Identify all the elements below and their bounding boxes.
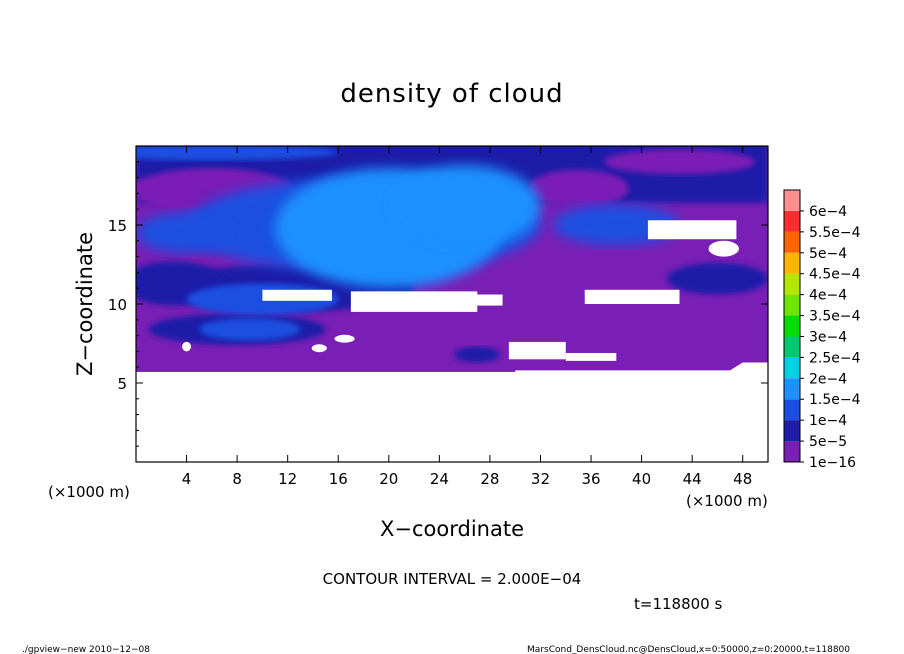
cloud-pocket	[527, 169, 629, 208]
colorbar-swatch	[784, 378, 800, 400]
colorbar-swatch	[784, 231, 800, 253]
y-tick-label: 15	[108, 217, 127, 235]
x-tick-label: 16	[329, 470, 348, 488]
cloud-gap	[508, 341, 566, 360]
colorbar-label: 1e−16	[809, 455, 856, 471]
cloud-core	[136, 146, 339, 161]
cloud-gap	[262, 289, 332, 301]
x-tick-label: 20	[379, 470, 398, 488]
colorbar-swatch	[784, 315, 800, 337]
cloud-mid-blob	[454, 346, 501, 363]
cloud-pocket	[603, 149, 756, 175]
chart-title: density of cloud	[340, 79, 563, 109]
y-axis: 5 10 15	[108, 161, 768, 447]
y-tick-label: 5	[117, 375, 127, 393]
colorbar-label: 1e−4	[809, 413, 847, 429]
x-tick-label: 48	[733, 470, 752, 488]
x-tick-label: 12	[278, 470, 297, 488]
x-tick-label: 24	[430, 470, 449, 488]
y-axis-unit: (×1000 m)	[48, 483, 130, 501]
cloud-edge	[136, 362, 768, 377]
cloud-gap	[182, 341, 191, 352]
colorbar-label: 2e−4	[809, 371, 847, 387]
contour-interval: CONTOUR INTERVAL = 2.000E−04	[323, 570, 582, 588]
colorbar-label: 5.5e−4	[809, 225, 861, 241]
colorbar-label: 3.5e−4	[809, 309, 861, 325]
x-axis-label: X−coordinate	[380, 517, 524, 541]
footer-right: MarsCond_DensCloud.nc@DensCloud,x=0:5000…	[527, 645, 850, 654]
colorbar-label: 5e−4	[809, 246, 847, 262]
cloud-gap	[334, 334, 355, 343]
x-tick-label: 8	[232, 470, 242, 488]
colorbar-swatch	[784, 357, 800, 379]
x-axis: 4 8 12 16 20 24 28 32 36 40 44 48	[182, 146, 752, 488]
colorbar-swatch	[784, 420, 800, 442]
y-tick-label: 10	[108, 296, 127, 314]
cloud-gap	[414, 294, 503, 306]
colorbar-label: 4.5e−4	[809, 267, 861, 283]
y-axis-label: Z−coordinate	[73, 232, 97, 376]
footer-left: ./gpview−new 2010−12−08	[22, 645, 150, 654]
colorbar-label: 5e−5	[809, 434, 847, 450]
colorbar: 1e−16 5e−5 1e−4 1.5e−4 2e−4 2.5e−4 3e−4 3.5e−4 4…	[783, 189, 861, 471]
colorbar-label: 1.5e−4	[809, 392, 861, 408]
colorbar-swatch	[784, 273, 800, 295]
no-cloud-region	[136, 373, 768, 462]
cloud-gap	[708, 240, 739, 257]
cloud-core-bright	[388, 164, 541, 248]
x-tick-label: 44	[683, 470, 702, 488]
cloud-gap	[311, 344, 327, 353]
cloud-mid-blob	[666, 262, 768, 295]
x-axis-unit: (×1000 m)	[686, 492, 768, 510]
colorbar-swatch	[784, 336, 800, 358]
x-tick-label: 36	[581, 470, 600, 488]
colorbar-swatch	[784, 294, 800, 316]
time-label: t=118800 s	[634, 595, 722, 613]
colorbar-swatch	[784, 190, 800, 211]
x-tick-label: 40	[632, 470, 651, 488]
cloud-core	[199, 318, 301, 341]
colorbar-swatch	[784, 399, 800, 421]
colorbar-label: 2.5e−4	[809, 350, 861, 366]
colorbar-label: 3e−4	[809, 329, 847, 345]
colorbar-label: 6e−4	[809, 204, 847, 220]
colorbar-label: 4e−4	[809, 288, 847, 304]
x-tick-label: 32	[531, 470, 550, 488]
colorbar-swatch	[784, 441, 800, 462]
x-tick-label: 28	[480, 470, 499, 488]
x-tick-label: 4	[182, 470, 192, 488]
cloud-core	[136, 212, 238, 254]
cloud-gap	[584, 289, 680, 304]
cloud-gap	[565, 352, 617, 361]
density-field	[136, 146, 768, 462]
colorbar-swatch	[784, 252, 800, 274]
cloud-gap	[647, 220, 737, 240]
colorbar-swatch	[784, 210, 800, 232]
colorbar-frame	[783, 189, 801, 463]
